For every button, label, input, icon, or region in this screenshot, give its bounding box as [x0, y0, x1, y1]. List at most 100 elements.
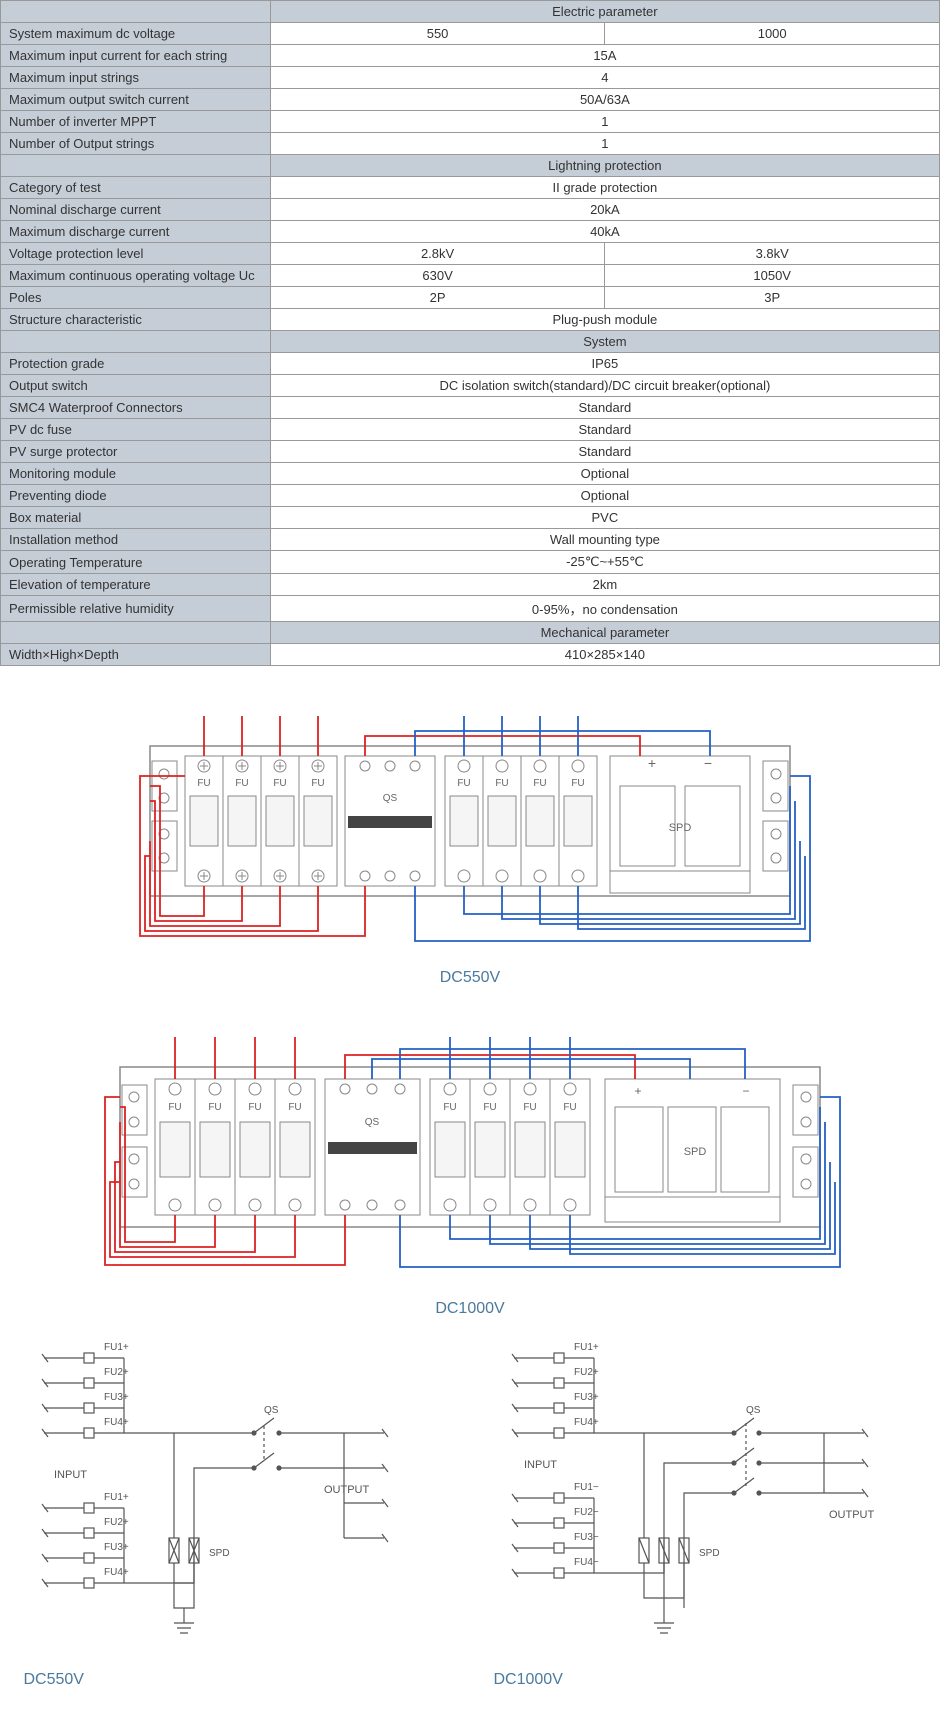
svg-text:QS: QS [383, 793, 398, 804]
row-label: Nominal discharge current [1, 199, 271, 221]
row-label: Protection grade [1, 353, 271, 375]
row-label: Maximum continuous operating voltage Uc [1, 265, 271, 287]
row-label: Preventing diode [1, 485, 271, 507]
row-label: Voltage protection level [1, 243, 271, 265]
schematic-dc1000v: FU1+ FU2+ FU3+ FU4+ FU1− FU2− FU3− FU4− [494, 1338, 917, 1709]
svg-text:−: − [704, 755, 712, 771]
svg-text:FU2+: FU2+ [104, 1367, 129, 1378]
svg-text:FU: FU [197, 778, 210, 789]
row-value: 1 [270, 133, 939, 155]
row-label: PV dc fuse [1, 419, 271, 441]
row-label: Number of Output strings [1, 133, 271, 155]
row-label: Category of test [1, 177, 271, 199]
svg-text:FU: FU [311, 778, 324, 789]
spec-table: Electric parameter System maximum dc vol… [0, 0, 940, 666]
section-electric: Electric parameter [270, 1, 939, 23]
svg-text:FU: FU [495, 778, 508, 789]
row-value: 1050V [605, 265, 940, 287]
row-label: Number of inverter MPPT [1, 111, 271, 133]
svg-text:FU: FU [273, 778, 286, 789]
svg-text:FU1+: FU1+ [104, 1492, 129, 1503]
svg-text:−: − [742, 1084, 749, 1098]
schematic-dc550v: FU1+ FU2+ FU3+ FU4+ FU1+ FU2+ FU3+ [24, 1338, 447, 1709]
svg-text:FU2+: FU2+ [104, 1517, 129, 1528]
svg-text:FU4+: FU4+ [104, 1417, 129, 1428]
svg-text:FU: FU [235, 778, 248, 789]
row-label: Structure characteristic [1, 309, 271, 331]
svg-text:OUTPUT: OUTPUT [829, 1509, 875, 1521]
row-value: 4 [270, 67, 939, 89]
row-label: Monitoring module [1, 463, 271, 485]
svg-text:FU: FU [563, 1102, 576, 1113]
svg-text:INPUT: INPUT [524, 1459, 557, 1471]
svg-text:FU1+: FU1+ [104, 1342, 129, 1353]
svg-text:SPD: SPD [699, 1548, 720, 1559]
svg-text:FU2+: FU2+ [574, 1367, 599, 1378]
svg-text:FU: FU [483, 1102, 496, 1113]
diagram-label-dc1000v: DC1000V [0, 1300, 940, 1318]
row-label: Output switch [1, 375, 271, 397]
svg-text:SPD: SPD [684, 1146, 707, 1158]
svg-text:FU3−: FU3− [574, 1532, 599, 1543]
section-system: System [270, 331, 939, 353]
svg-text:FU4+: FU4+ [104, 1567, 129, 1578]
row-value: Wall mounting type [270, 529, 939, 551]
row-value: 0-95%，no condensation [270, 596, 939, 622]
row-value: 3.8kV [605, 243, 940, 265]
schematic-row: FU1+ FU2+ FU3+ FU4+ FU1+ FU2+ FU3+ [0, 1338, 940, 1709]
svg-text:FU: FU [523, 1102, 536, 1113]
row-value: 410×285×140 [270, 644, 939, 666]
row-label: PV surge protector [1, 441, 271, 463]
row-label: Maximum discharge current [1, 221, 271, 243]
row-value: 20kA [270, 199, 939, 221]
svg-text:FU: FU [168, 1102, 181, 1113]
svg-text:FU: FU [443, 1102, 456, 1113]
row-value: DC isolation switch(standard)/DC circuit… [270, 375, 939, 397]
row-value: IP65 [270, 353, 939, 375]
svg-text:FU: FU [288, 1102, 301, 1113]
svg-text:INPUT: INPUT [54, 1469, 87, 1481]
row-label: Maximum input current for each string [1, 45, 271, 67]
schematic-label-dc1000v: DC1000V [494, 1671, 917, 1689]
section-lightning: Lightning protection [270, 155, 939, 177]
row-value: II grade protection [270, 177, 939, 199]
row-value: -25℃~+55℃ [270, 551, 939, 574]
diagram-dc1000v: FUFU FUFU QS FUFU FUFU + − SPD [0, 1007, 940, 1318]
row-label: Permissible relative humidity [1, 596, 271, 622]
row-label: Maximum output switch current [1, 89, 271, 111]
svg-text:FU2−: FU2− [574, 1507, 599, 1518]
row-value: 15A [270, 45, 939, 67]
diagram-dc550v: FUFU FUFU QS FUFU FUFU + − SPD [0, 686, 940, 987]
row-value: Standard [270, 441, 939, 463]
svg-text:FU3+: FU3+ [104, 1542, 129, 1553]
svg-text:FU3+: FU3+ [104, 1392, 129, 1403]
row-label: Width×High×Depth [1, 644, 271, 666]
row-label: Maximum input strings [1, 67, 271, 89]
schematic-label-dc550v: DC550V [24, 1671, 447, 1689]
row-label: Installation method [1, 529, 271, 551]
svg-text:FU1−: FU1− [574, 1482, 599, 1493]
row-value: 550 [270, 23, 605, 45]
row-value: Standard [270, 419, 939, 441]
row-value: Optional [270, 485, 939, 507]
row-value: 2P [270, 287, 605, 309]
svg-text:FU: FU [533, 778, 546, 789]
diagram-label-dc550v: DC550V [0, 969, 940, 987]
row-label: Poles [1, 287, 271, 309]
row-value: Optional [270, 463, 939, 485]
row-value: 1000 [605, 23, 940, 45]
row-value: PVC [270, 507, 939, 529]
svg-text:FU1+: FU1+ [574, 1342, 599, 1353]
svg-text:FU3+: FU3+ [574, 1392, 599, 1403]
svg-text:FU: FU [208, 1102, 221, 1113]
row-value: 2.8kV [270, 243, 605, 265]
svg-text:FU4+: FU4+ [574, 1417, 599, 1428]
row-value: 2km [270, 574, 939, 596]
row-value: Standard [270, 397, 939, 419]
svg-text:FU: FU [248, 1102, 261, 1113]
svg-text:+: + [634, 1084, 641, 1098]
svg-text:SPD: SPD [209, 1548, 230, 1559]
row-label: Operating Temperature [1, 551, 271, 574]
row-value: Plug-push module [270, 309, 939, 331]
svg-text:OUTPUT: OUTPUT [324, 1484, 370, 1496]
